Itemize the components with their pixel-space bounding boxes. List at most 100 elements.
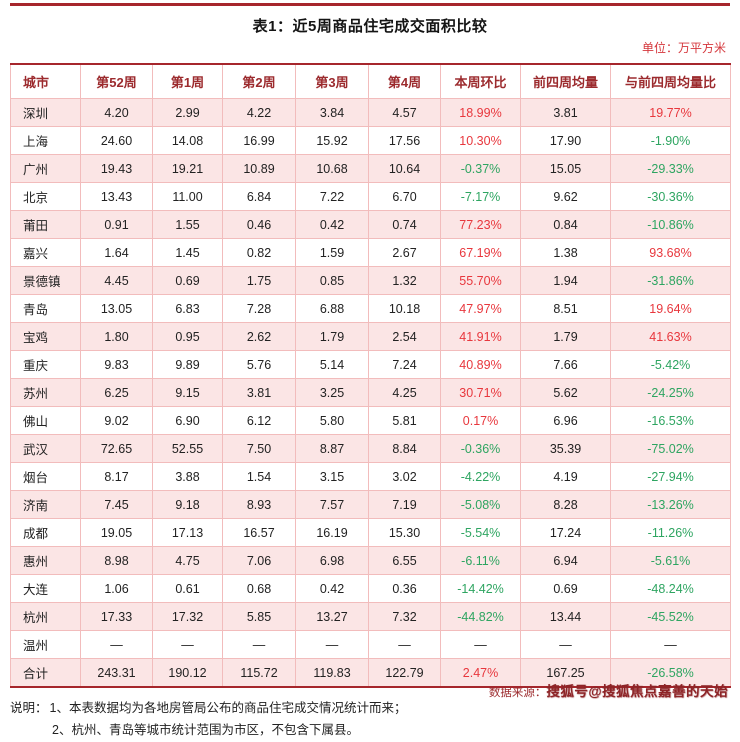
value-cell: 7.57 xyxy=(295,490,369,519)
value-cell: 67.19% xyxy=(440,238,521,267)
value-cell: 9.89 xyxy=(152,350,223,379)
value-cell: 7.22 xyxy=(295,182,369,211)
value-cell: 0.95 xyxy=(152,322,223,351)
value-cell: 2.62 xyxy=(222,322,296,351)
value-cell: 1.79 xyxy=(295,322,369,351)
value-cell: 8.51 xyxy=(520,294,611,323)
note-2-text: 2、杭州、青岛等城市统计范围为市区，不包含下属县。 xyxy=(52,722,359,737)
value-cell: 16.99 xyxy=(222,126,296,155)
value-cell: 6.94 xyxy=(520,546,611,575)
city-cell: 景德镇 xyxy=(10,266,81,295)
value-cell: 24.60 xyxy=(80,126,153,155)
value-cell: 8.98 xyxy=(80,546,153,575)
table-row: 成都 19.05 17.13 16.57 16.19 15.30 -5.54% 17.24 -1… xyxy=(10,518,731,547)
column-header: 第1周 xyxy=(152,63,223,99)
table-row: 青岛 13.05 6.83 7.28 6.88 10.18 47.97% 8.51 19.64% xyxy=(10,294,731,323)
value-cell: 5.81 xyxy=(368,406,441,435)
value-cell: 2.47% xyxy=(440,658,521,688)
value-cell: 77.23% xyxy=(440,210,521,239)
value-cell: -7.17% xyxy=(440,182,521,211)
value-cell: 9.83 xyxy=(80,350,153,379)
city-cell: 温州 xyxy=(10,630,81,659)
value-cell: 17.32 xyxy=(152,602,223,631)
value-cell: 5.62 xyxy=(520,378,611,407)
value-cell: 1.45 xyxy=(152,238,223,267)
value-cell: -10.86% xyxy=(610,210,731,239)
value-cell: 14.08 xyxy=(152,126,223,155)
source-label: 数据来源： xyxy=(488,687,547,699)
data-source: 数据来源：搜狐号@搜狐焦点嘉善的天始 xyxy=(489,680,728,700)
column-header: 前四周均量 xyxy=(520,63,611,99)
value-cell: 2.54 xyxy=(368,322,441,351)
note-line-1: 说明： 1、本表数据均为各地房管局公布的商品住宅成交情况统计而来； xyxy=(10,698,730,720)
value-cell: 0.61 xyxy=(152,574,223,603)
value-cell: 1.54 xyxy=(222,462,296,491)
value-cell: -0.36% xyxy=(440,434,521,463)
value-cell: 10.18 xyxy=(368,294,441,323)
column-header: 城市 xyxy=(10,63,81,99)
value-cell: 17.24 xyxy=(520,518,611,547)
value-cell: 0.17% xyxy=(440,406,521,435)
value-cell: 6.88 xyxy=(295,294,369,323)
city-cell: 佛山 xyxy=(10,406,81,435)
value-cell: 11.00 xyxy=(152,182,223,211)
value-cell: 2.67 xyxy=(368,238,441,267)
value-cell: 1.38 xyxy=(520,238,611,267)
value-cell: -16.53% xyxy=(610,406,731,435)
value-cell: 167.25 xyxy=(520,658,611,688)
page-title: 表1：近5周商品住宅成交面积比较 xyxy=(252,18,488,35)
value-cell: 93.68% xyxy=(610,238,731,267)
value-cell: 19.64% xyxy=(610,294,731,323)
value-cell: 55.70% xyxy=(440,266,521,295)
value-cell: 30.71% xyxy=(440,378,521,407)
value-cell: -26.58% xyxy=(610,658,731,688)
value-cell: 10.30% xyxy=(440,126,521,155)
value-cell: -0.37% xyxy=(440,154,521,183)
value-cell: 1.55 xyxy=(152,210,223,239)
table-row: 嘉兴 1.64 1.45 0.82 1.59 2.67 67.19% 1.38 93.68% xyxy=(10,238,731,267)
value-cell: -29.33% xyxy=(610,154,731,183)
value-cell: — xyxy=(520,630,611,659)
value-cell: 6.55 xyxy=(368,546,441,575)
table-row: 济南 7.45 9.18 8.93 7.57 7.19 -5.08% 8.28 -13.26% xyxy=(10,490,731,519)
value-cell: 19.43 xyxy=(80,154,153,183)
value-cell: 3.02 xyxy=(368,462,441,491)
column-header: 第2周 xyxy=(222,63,296,99)
table-body: 深圳 4.20 2.99 4.22 3.84 4.57 18.99% 3.81 19.77% 上海… xyxy=(10,98,731,688)
report-page: 表1：近5周商品住宅成交面积比较 单位：万平方米 城市 第52周 第1周 第2周 第3周… xyxy=(0,3,740,737)
city-cell: 武汉 xyxy=(10,434,81,463)
value-cell: -75.02% xyxy=(610,434,731,463)
value-cell: 15.30 xyxy=(368,518,441,547)
column-header: 与前四周均量比 xyxy=(610,63,731,99)
value-cell: 4.20 xyxy=(80,98,153,127)
value-cell: 115.72 xyxy=(222,658,296,688)
table-row: 杭州 17.33 17.32 5.85 13.27 7.32 -44.82% 13.44 -45… xyxy=(10,602,731,631)
table-row: 惠州 8.98 4.75 7.06 6.98 6.55 -6.11% 6.94 -5.61% xyxy=(10,546,731,575)
note-1-text: 1、本表数据均为各地房管局公布的商品住宅成交情况统计而来； xyxy=(49,701,407,715)
table-row: 北京 13.43 11.00 6.84 7.22 6.70 -7.17% 9.62 -30.36… xyxy=(10,182,731,211)
table-row: 景德镇 4.45 0.69 1.75 0.85 1.32 55.70% 1.94 -31.86% xyxy=(10,266,731,295)
city-cell: 苏州 xyxy=(10,378,81,407)
value-cell: 6.12 xyxy=(222,406,296,435)
column-header: 第52周 xyxy=(80,63,153,99)
value-cell: -31.86% xyxy=(610,266,731,295)
value-cell: 10.64 xyxy=(368,154,441,183)
value-cell: — xyxy=(222,630,296,659)
value-cell: 0.68 xyxy=(222,574,296,603)
table-row: 莆田 0.91 1.55 0.46 0.42 0.74 77.23% 0.84 -10.86% xyxy=(10,210,731,239)
table-header: 城市 第52周 第1周 第2周 第3周 第4周 本周环比 前四周均量 与前四周均量比 xyxy=(10,63,731,99)
value-cell: -4.22% xyxy=(440,462,521,491)
value-cell: 0.42 xyxy=(295,574,369,603)
value-cell: 6.98 xyxy=(295,546,369,575)
value-cell: -14.42% xyxy=(440,574,521,603)
value-cell: -5.08% xyxy=(440,490,521,519)
value-cell: -5.61% xyxy=(610,546,731,575)
value-cell: 9.15 xyxy=(152,378,223,407)
value-cell: 0.74 xyxy=(368,210,441,239)
top-divider xyxy=(10,3,730,6)
value-cell: 6.84 xyxy=(222,182,296,211)
value-cell: — xyxy=(440,630,521,659)
value-cell: 13.43 xyxy=(80,182,153,211)
table-row: 深圳 4.20 2.99 4.22 3.84 4.57 18.99% 3.81 19.77% xyxy=(10,98,731,127)
city-cell: 上海 xyxy=(10,126,81,155)
